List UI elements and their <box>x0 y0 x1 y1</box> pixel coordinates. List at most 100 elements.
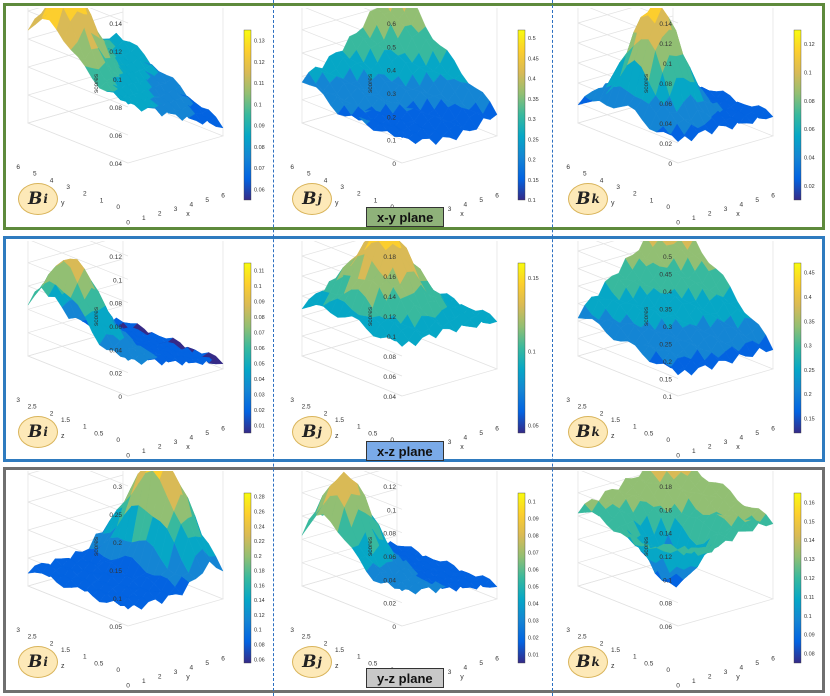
yz-plane-label: y-z plane <box>366 668 444 688</box>
colorbar-tick-label: 0.05 <box>254 361 265 367</box>
z-tick-label: 0.2 <box>663 359 672 366</box>
surface-plot-8: 00.020.040.060.080.10.12012345600.511.52… <box>280 471 545 691</box>
z-tick-label: 0.02 <box>659 141 672 148</box>
colorbar-tick-label: 0.08 <box>254 643 265 649</box>
x-tick-label: 6 <box>495 656 499 663</box>
colorbar-tick-label: 0.04 <box>254 377 265 383</box>
surface-mesh <box>301 471 498 595</box>
colorbar-tick-label: 0.24 <box>254 524 265 530</box>
x-tick-label: 3 <box>174 669 178 676</box>
badge-subscript: j <box>317 655 322 669</box>
x-tick-label: 6 <box>495 193 499 200</box>
colorbar-tick-label: 0.2 <box>254 554 262 560</box>
y-tick-label: 1 <box>650 197 654 204</box>
x-tick-label: 2 <box>158 674 162 681</box>
x-tick-label: 5 <box>755 197 759 204</box>
badge-letter: B <box>28 189 43 209</box>
x-tick-label: 5 <box>205 430 209 437</box>
colorbar-tick-label: 0.25 <box>804 368 815 374</box>
x-tick-label: 3 <box>448 439 452 446</box>
x-tick-label: 6 <box>771 426 775 433</box>
surface-mesh <box>27 258 224 366</box>
y-tick-label: 2.5 <box>28 404 37 411</box>
x-tick-label: 3 <box>724 669 728 676</box>
x-tick-label: 6 <box>221 426 225 433</box>
colorbar-tick-label: 0.08 <box>528 534 539 540</box>
colorbar-tick-label: 0.02 <box>254 408 265 414</box>
z-tick-label: 0.15 <box>659 377 672 384</box>
colorbar <box>793 262 802 434</box>
y-tick-label: 3 <box>16 627 20 634</box>
y-tick-label: 2 <box>324 410 328 417</box>
y-tick-label: 0 <box>666 437 670 444</box>
y-tick-label: 3 <box>340 184 344 191</box>
y-tick-label: 0 <box>116 667 120 674</box>
colorbar-tick-label: 0.05 <box>528 424 539 430</box>
badge-subscript: k <box>591 192 600 206</box>
colorbar-tick-label: 0.11 <box>254 269 264 275</box>
colorbar-tick-label: 0.06 <box>254 657 265 663</box>
y-tick-label: 1 <box>633 654 637 661</box>
colorbar-tick-label: 0.35 <box>804 319 815 325</box>
y-axis-label: z <box>335 663 339 670</box>
z-tick-label: 0.02 <box>383 601 396 608</box>
z-tick-label: 0.16 <box>383 274 396 281</box>
colorbar <box>243 492 252 664</box>
surface-plot-svg: 0.04 0.06 0.08 0.1 0.12 0.14 0 1 2 3 4 5 6 0 1 2 3 4 5 6 x y s… <box>16 8 265 227</box>
z-tick-label: 0.14 <box>659 531 672 538</box>
z-tick-label: 0.08 <box>109 301 122 308</box>
z-tick-label: 0.5 <box>663 254 672 261</box>
z-tick-label: 0.1 <box>663 61 672 68</box>
colorbar-tick-label: 0.16 <box>254 583 265 589</box>
y-tick-label: 4 <box>324 177 328 184</box>
column-divider-left <box>273 0 274 696</box>
z-tick-label: 0.06 <box>109 324 122 331</box>
badge-letter: B <box>28 652 43 672</box>
z-tick-label: 0.04 <box>383 577 396 584</box>
x-axis-label: x <box>460 444 464 451</box>
y-tick-label: 1 <box>100 197 104 204</box>
z-tick-label: 0.14 <box>659 21 672 28</box>
x-tick-label: 1 <box>692 448 696 455</box>
colorbar-tick-label: 0.1 <box>254 284 262 290</box>
y-tick-label: 2.5 <box>578 634 587 641</box>
xz-plane-label: x-z plane <box>366 441 444 461</box>
colorbar-tick-label: 0.3 <box>804 344 812 350</box>
colorbar-tick-label: 0.26 <box>254 509 265 515</box>
y-axis-label: z <box>61 663 65 670</box>
z-tick-label: 0.08 <box>659 601 672 608</box>
y-axis-label: y <box>335 200 339 207</box>
y-tick-label: 0.5 <box>644 660 653 667</box>
x-tick-label: 1 <box>692 678 696 685</box>
x-tick-label: 2 <box>708 674 712 681</box>
z-tick-label: 0.5 <box>387 44 396 51</box>
x-tick-label: 4 <box>190 435 194 442</box>
badge-letter: B <box>28 422 43 442</box>
z-tick-label: 0.25 <box>659 342 672 349</box>
colorbar-tick-label: 0.08 <box>804 99 815 105</box>
y-tick-label: 2 <box>600 640 604 647</box>
colorbar-tick-label: 0.06 <box>804 127 815 133</box>
z-tick-label: 0.12 <box>383 484 396 491</box>
colorbar-tick-label: 0.09 <box>804 633 815 639</box>
badge-letter: B <box>302 652 317 672</box>
x-axis-label: x <box>186 211 190 218</box>
colorbar-tick-label: 0.01 <box>254 423 265 429</box>
y-tick-label: 2 <box>324 640 328 647</box>
x-axis-label: x <box>736 444 740 451</box>
colorbar-tick-label: 0.08 <box>254 315 265 321</box>
colorbar <box>243 262 252 434</box>
surface-plot-3: 0 0.02 0.04 0.06 0.08 0.1 0.12 0.14 0 1 2 3 4 5 6 0 1 2 3 4… <box>556 8 821 228</box>
x-tick-label: 4 <box>190 665 194 672</box>
z-tick-label: 0.1 <box>113 77 122 84</box>
badge-letter: B <box>302 422 317 442</box>
y-tick-label: 1 <box>83 424 87 431</box>
y-tick-label: 1 <box>357 654 361 661</box>
colorbar-tick-label: 0.28 <box>254 495 265 501</box>
x-tick-label: 1 <box>142 448 146 455</box>
x-tick-label: 2 <box>708 444 712 451</box>
z-tick-label: 0.18 <box>383 254 396 261</box>
